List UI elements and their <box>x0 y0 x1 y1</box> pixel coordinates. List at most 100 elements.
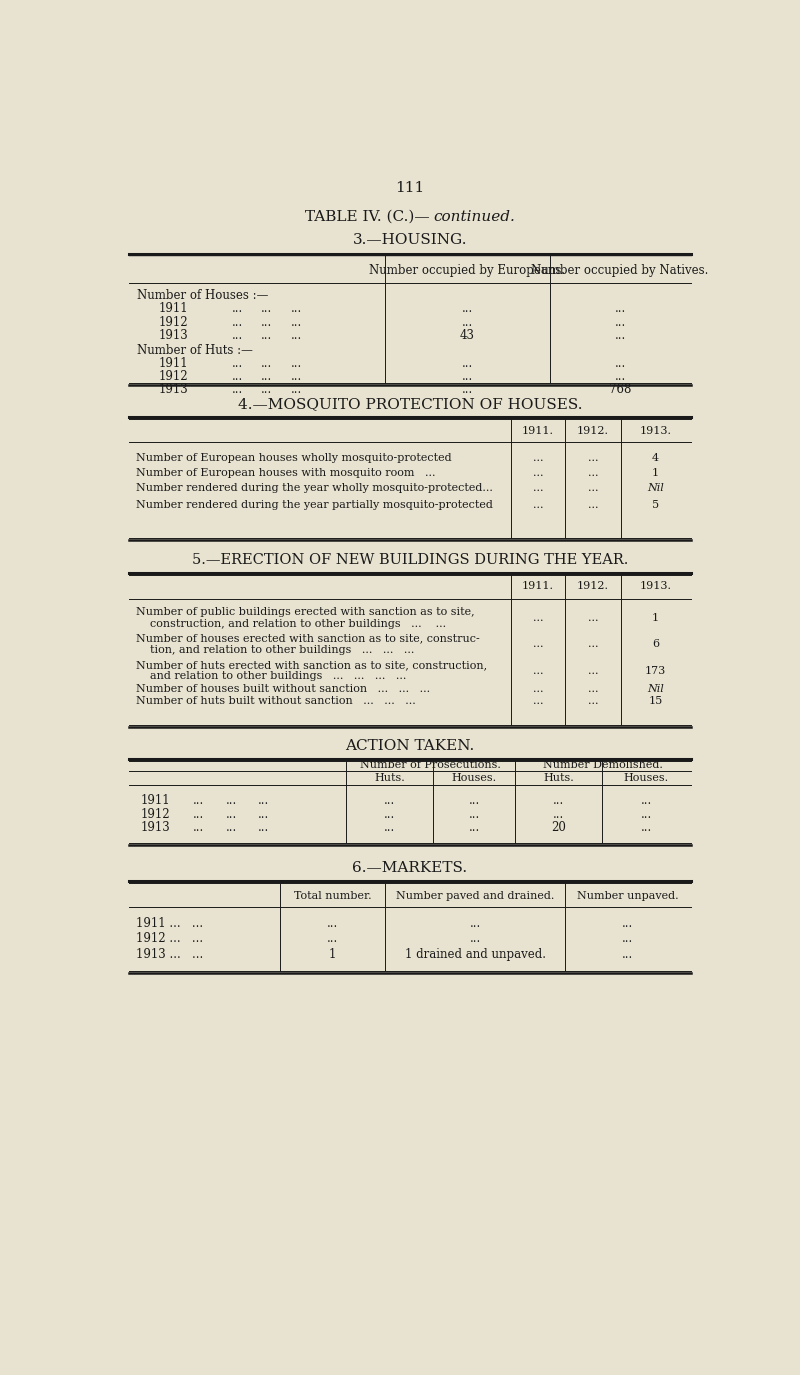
Text: 6: 6 <box>652 639 659 649</box>
Text: 1911.: 1911. <box>522 582 554 591</box>
Text: ...: ... <box>262 302 273 315</box>
Text: ...: ... <box>290 329 302 341</box>
Text: ...: ... <box>262 329 273 341</box>
Text: Number Demolished.: Number Demolished. <box>543 760 663 770</box>
Text: ...: ... <box>290 370 302 384</box>
Text: ...: ... <box>258 821 270 835</box>
Text: Nil: Nil <box>647 484 664 494</box>
Text: Number paved and drained.: Number paved and drained. <box>396 891 554 901</box>
Text: 1913: 1913 <box>140 821 170 835</box>
Text: 20: 20 <box>551 821 566 835</box>
Text: Huts.: Huts. <box>543 773 574 782</box>
Text: ...: ... <box>193 807 204 821</box>
Text: 1912.: 1912. <box>577 426 609 436</box>
Text: tion, and relation to other buildings   ...   ...   ...: tion, and relation to other buildings ..… <box>136 645 414 654</box>
Text: Number of Houses :—: Number of Houses :— <box>138 289 269 302</box>
Text: 173: 173 <box>645 666 666 675</box>
Text: and relation to other buildings   ...   ...   ...   ...: and relation to other buildings ... ... … <box>136 671 406 681</box>
Text: ...: ... <box>290 358 302 370</box>
Text: 1913 ...   ...: 1913 ... ... <box>136 947 203 961</box>
Text: 1911: 1911 <box>158 302 188 315</box>
Text: Houses.: Houses. <box>452 773 497 782</box>
Text: 1912: 1912 <box>158 370 188 384</box>
Text: ...: ... <box>614 329 626 341</box>
Text: ...: ... <box>470 917 481 930</box>
Text: 1 drained and unpaved.: 1 drained and unpaved. <box>405 947 546 961</box>
Text: Nil: Nil <box>647 685 664 694</box>
Text: ...: ... <box>384 807 395 821</box>
Text: ...: ... <box>588 666 598 675</box>
Text: ...: ... <box>588 500 598 510</box>
Text: Huts.: Huts. <box>374 773 406 782</box>
Text: 4.—MOSQUITO PROTECTION OF HOUSES.: 4.—MOSQUITO PROTECTION OF HOUSES. <box>238 397 582 411</box>
Text: ...: ... <box>469 821 480 835</box>
Text: ...: ... <box>553 793 565 807</box>
Text: 5: 5 <box>652 500 659 510</box>
Text: ...: ... <box>327 917 338 930</box>
Text: 1911 ...   ...: 1911 ... ... <box>136 917 202 930</box>
Text: ...: ... <box>614 316 626 329</box>
Text: ...: ... <box>232 316 243 329</box>
Text: ...: ... <box>462 370 473 384</box>
Text: Number of houses built without sanction   ...   ...   ...: Number of houses built without sanction … <box>136 685 430 694</box>
Text: ...: ... <box>533 685 543 694</box>
Text: ...: ... <box>232 329 243 341</box>
Text: ...: ... <box>290 384 302 396</box>
Text: TABLE IV. (C.)—: TABLE IV. (C.)— <box>306 209 430 224</box>
Text: ...: ... <box>226 807 237 821</box>
Text: Number of huts erected with sanction as to site, construction,: Number of huts erected with sanction as … <box>136 660 486 670</box>
Text: 1912.: 1912. <box>577 582 609 591</box>
Text: ...: ... <box>462 384 473 396</box>
Text: 1: 1 <box>652 468 659 478</box>
Text: Number of huts built without sanction   ...   ...   ...: Number of huts built without sanction ..… <box>136 696 415 705</box>
Text: ...: ... <box>641 821 652 835</box>
Text: Number of public buildings erected with sanction as to site,: Number of public buildings erected with … <box>136 608 474 617</box>
Text: ...: ... <box>469 807 480 821</box>
Text: Number unpaved.: Number unpaved. <box>577 891 678 901</box>
Text: ...: ... <box>232 302 243 315</box>
Text: ...: ... <box>262 358 273 370</box>
Text: 1911: 1911 <box>140 793 170 807</box>
Text: Number of European houses wholly mosquito-protected: Number of European houses wholly mosquit… <box>136 452 451 462</box>
Text: 1913: 1913 <box>158 384 188 396</box>
Text: 1913.: 1913. <box>640 582 672 591</box>
Text: ...: ... <box>226 821 237 835</box>
Text: ...: ... <box>588 484 598 494</box>
Text: ...: ... <box>232 358 243 370</box>
Text: ...: ... <box>641 807 652 821</box>
Text: ...: ... <box>533 452 543 462</box>
Text: ...: ... <box>469 793 480 807</box>
Text: 6.—MARKETS.: 6.—MARKETS. <box>353 861 467 874</box>
Text: ACTION TAKEN.: ACTION TAKEN. <box>346 740 474 754</box>
Text: ...: ... <box>258 793 270 807</box>
Text: Number of houses erected with sanction as to site, construc-: Number of houses erected with sanction a… <box>136 634 479 644</box>
Text: ...: ... <box>533 613 543 623</box>
Text: ...: ... <box>588 613 598 623</box>
Text: Number rendered during the year partially mosquito-protected: Number rendered during the year partiall… <box>136 500 493 510</box>
Text: ...: ... <box>614 370 626 384</box>
Text: Number of European houses with mosquito room   ...: Number of European houses with mosquito … <box>136 468 435 478</box>
Text: ...: ... <box>384 821 395 835</box>
Text: 3.—HOUSING.: 3.—HOUSING. <box>353 232 467 246</box>
Text: ...: ... <box>290 302 302 315</box>
Text: 1912: 1912 <box>158 316 188 329</box>
Text: ...: ... <box>553 807 565 821</box>
Text: ...: ... <box>462 316 473 329</box>
Text: Houses.: Houses. <box>624 773 669 782</box>
Text: ...: ... <box>588 685 598 694</box>
Text: 15: 15 <box>649 696 663 705</box>
Text: ...: ... <box>641 793 652 807</box>
Text: ...: ... <box>290 316 302 329</box>
Text: ...: ... <box>614 358 626 370</box>
Text: ...: ... <box>262 384 273 396</box>
Text: 1911.: 1911. <box>522 426 554 436</box>
Text: ...: ... <box>622 917 634 930</box>
Text: Total number.: Total number. <box>294 891 371 901</box>
Text: 4: 4 <box>652 452 659 462</box>
Text: ...: ... <box>193 821 204 835</box>
Text: ...: ... <box>622 932 634 946</box>
Text: ...: ... <box>232 370 243 384</box>
Text: ...: ... <box>226 793 237 807</box>
Text: 1913.: 1913. <box>640 426 672 436</box>
Text: ...: ... <box>533 468 543 478</box>
